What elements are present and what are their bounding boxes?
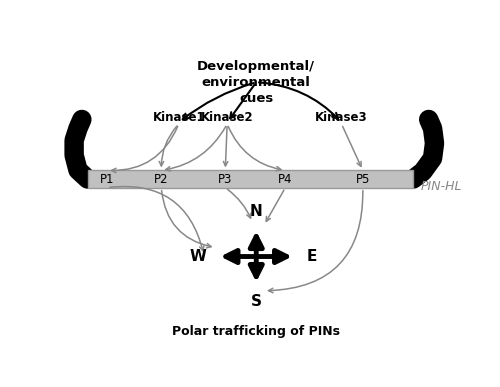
Text: P4: P4: [278, 173, 292, 185]
Text: P3: P3: [218, 173, 232, 185]
Text: Polar trafficking of PINs: Polar trafficking of PINs: [172, 325, 340, 338]
Text: S: S: [251, 294, 262, 309]
Text: Developmental/
environmental
cues: Developmental/ environmental cues: [197, 60, 316, 105]
Text: P2: P2: [154, 173, 168, 185]
Text: E: E: [306, 249, 317, 264]
Text: Kinase2: Kinase2: [201, 111, 254, 124]
Text: N: N: [250, 204, 262, 219]
Text: W: W: [189, 249, 206, 264]
Text: P5: P5: [356, 173, 370, 185]
Text: Kinase3: Kinase3: [315, 111, 368, 124]
Text: Kinase1: Kinase1: [152, 111, 205, 124]
FancyBboxPatch shape: [88, 170, 413, 188]
Text: P1: P1: [100, 173, 114, 185]
Text: PIN-HL: PIN-HL: [421, 180, 463, 193]
